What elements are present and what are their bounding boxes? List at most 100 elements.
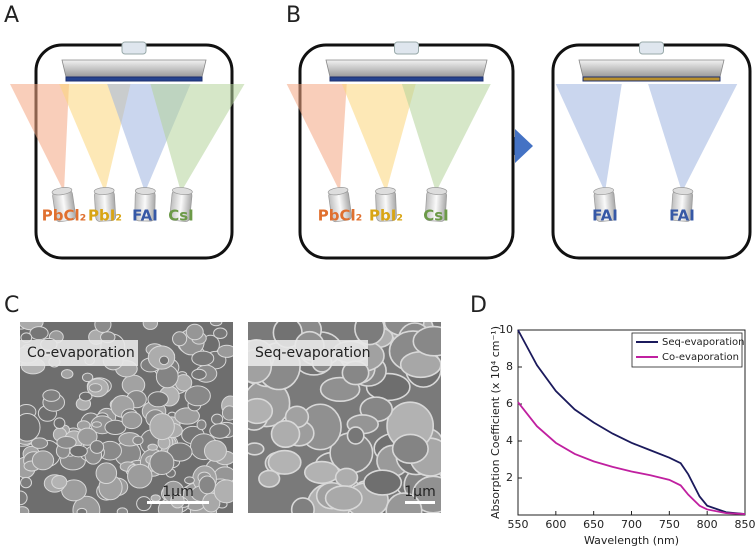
legend-label: Co-evaporation: [662, 352, 739, 363]
grain: [121, 411, 143, 430]
grain: [170, 493, 185, 509]
source-label: CsI: [168, 207, 194, 225]
source-label: FAI: [669, 207, 695, 225]
grain: [184, 476, 195, 485]
source-label: PbCl₂: [318, 207, 362, 225]
grain: [88, 383, 103, 393]
grain: [385, 492, 423, 513]
grain: [89, 440, 105, 454]
grain: [248, 442, 265, 456]
grain: [196, 419, 207, 431]
grain: [91, 421, 102, 428]
holder-knob: [639, 41, 664, 55]
grain: [191, 368, 207, 380]
grain: [346, 426, 365, 445]
holder-knob: [121, 41, 147, 55]
grain: [20, 490, 28, 506]
vapor-beam: [10, 84, 69, 192]
crucible-top: [172, 187, 193, 196]
source-label: FAI: [132, 207, 158, 225]
grain: [290, 497, 315, 513]
grain: [209, 322, 223, 327]
legend-box: [631, 332, 743, 368]
grain: [20, 413, 41, 442]
grain: [191, 350, 215, 367]
grain: [127, 463, 153, 489]
grain: [53, 417, 66, 430]
series-line: [517, 329, 746, 515]
grain: [391, 433, 429, 464]
substrate: [65, 76, 203, 82]
vapor-beam: [555, 84, 622, 192]
crucible-top: [672, 187, 694, 195]
crucible: [169, 187, 193, 222]
grain: [95, 462, 118, 485]
crucible: [327, 187, 352, 223]
crucible: [375, 187, 397, 222]
grain: [20, 506, 30, 513]
panel-label: D: [470, 293, 487, 318]
grain: [51, 474, 68, 490]
substrate-holder: [325, 59, 488, 78]
substrate-holder: [61, 59, 207, 78]
grain: [172, 331, 188, 347]
grain: [116, 507, 129, 513]
panel-label: A: [4, 3, 19, 28]
substrate: [329, 76, 484, 82]
grain: [203, 440, 227, 462]
vapor-beam: [341, 84, 416, 192]
vapor-beam: [150, 84, 245, 192]
crucible-top: [51, 187, 73, 196]
grain: [81, 372, 94, 383]
vapor-beam: [286, 84, 347, 192]
scale-bar: [405, 501, 435, 504]
grain: [149, 450, 175, 476]
x-tick-label: 550: [508, 518, 529, 531]
crucible: [51, 187, 77, 223]
x-tick-label: 850: [735, 518, 756, 531]
grain: [149, 413, 175, 441]
panel-label: B: [286, 3, 301, 28]
crucible-top: [426, 187, 448, 195]
y-tick-label: 10: [499, 323, 513, 336]
image-caption: Seq-evaporation: [255, 345, 371, 361]
source-label: PbI₂: [88, 207, 122, 225]
caption-box: [248, 340, 368, 366]
crucible: [134, 187, 156, 222]
grain: [354, 322, 386, 346]
scale-bar-label: 1μm: [404, 484, 435, 500]
y-tick-label: 4: [506, 434, 513, 447]
crucible: [593, 187, 617, 222]
x-tick-label: 800: [697, 518, 718, 531]
grain: [142, 322, 158, 330]
vapor-beam: [401, 84, 491, 192]
source-label: CsI: [423, 207, 449, 225]
crucible: [670, 187, 694, 222]
crucible-top: [375, 187, 396, 195]
grain: [132, 435, 144, 446]
y-tick-label: 6: [506, 397, 513, 410]
grain: [158, 355, 170, 366]
grain: [147, 391, 169, 408]
crucible-top: [93, 187, 115, 195]
grain: [324, 485, 363, 512]
grain: [185, 323, 204, 341]
grain: [213, 479, 233, 504]
x-tick-label: 700: [621, 518, 642, 531]
grain: [60, 369, 74, 379]
grain: [209, 423, 231, 439]
vapor-beam: [648, 84, 738, 192]
grain: [30, 437, 49, 449]
grain: [76, 507, 88, 513]
grain: [270, 419, 301, 449]
grain: [211, 413, 224, 425]
crucible-top: [134, 187, 156, 195]
image-caption: Co-evaporation: [27, 345, 135, 361]
grain: [69, 444, 88, 458]
x-tick-label: 750: [659, 518, 680, 531]
grain: [221, 405, 233, 421]
grain: [174, 407, 200, 425]
panel-label: C: [4, 293, 19, 318]
grain: [258, 469, 281, 488]
